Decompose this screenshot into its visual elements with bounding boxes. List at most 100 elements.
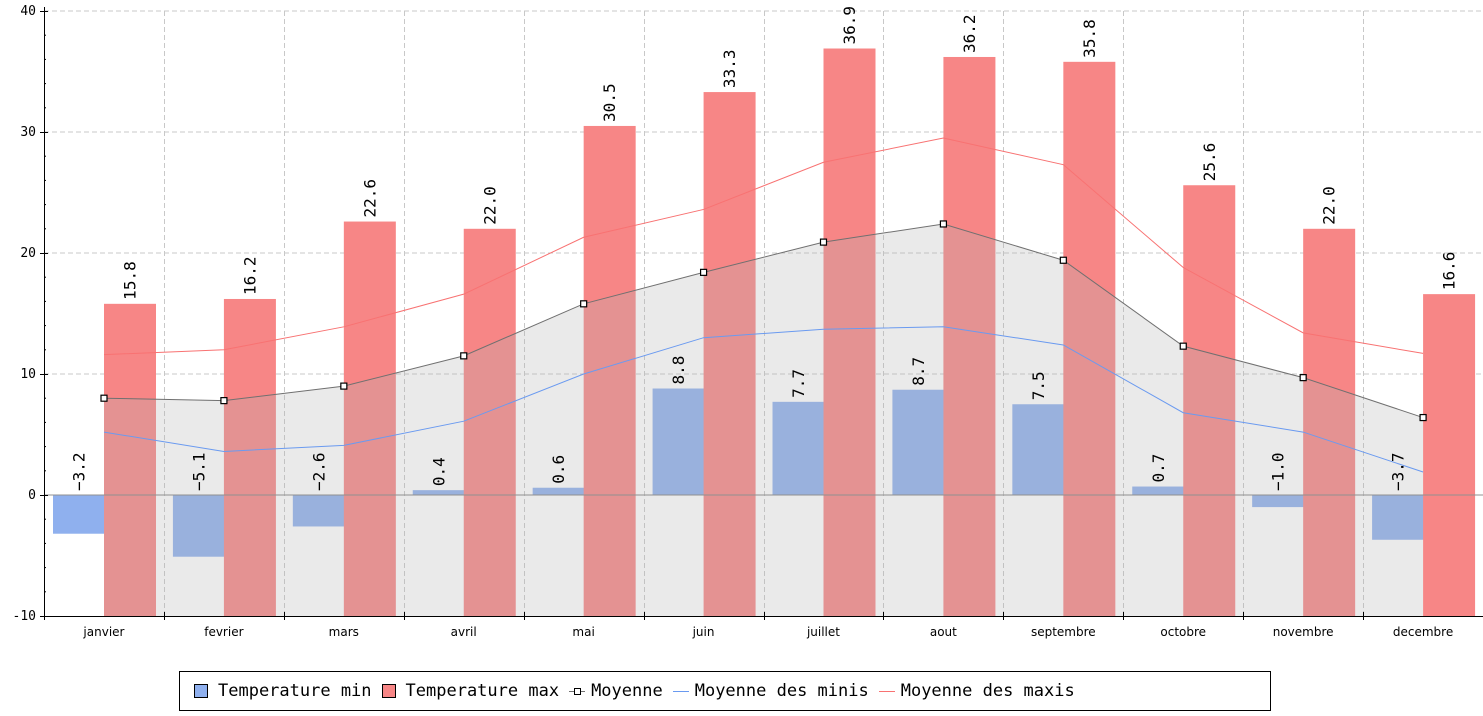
area-moyenne bbox=[104, 223, 1424, 616]
data-label-max: 22.6 bbox=[360, 179, 379, 218]
bar-min bbox=[1132, 486, 1185, 495]
marker-moyenne bbox=[819, 238, 828, 246]
legend-item-temperature-min: Temperature min bbox=[194, 681, 378, 701]
bar-max bbox=[1303, 228, 1356, 617]
bar-max bbox=[943, 56, 996, 617]
data-label-max: 22.0 bbox=[480, 186, 499, 225]
legend-label: Moyenne bbox=[591, 681, 663, 701]
data-label-max: 36.9 bbox=[840, 6, 859, 45]
data-label-min: −2.6 bbox=[309, 452, 328, 491]
data-label-min: 0.4 bbox=[429, 457, 448, 486]
bar-max bbox=[823, 48, 876, 616]
bar-min bbox=[172, 495, 225, 557]
data-label-max: 30.5 bbox=[600, 83, 619, 122]
chart-legend: Temperature min Temperature max Moyenne … bbox=[179, 671, 1271, 711]
marker-moyenne bbox=[340, 382, 348, 390]
legend-line-maxis bbox=[878, 686, 895, 696]
x-category-label: septembre bbox=[1031, 625, 1096, 639]
data-label-min: 8.7 bbox=[909, 357, 928, 386]
bar-max bbox=[703, 92, 756, 616]
bar-min bbox=[532, 487, 585, 495]
data-label-min: −3.7 bbox=[1389, 452, 1408, 491]
bar-min bbox=[1012, 404, 1065, 495]
legend-swatch-max bbox=[381, 684, 396, 698]
series-temperature-min bbox=[53, 388, 1425, 557]
data-label-max: 35.8 bbox=[1080, 19, 1099, 58]
legend-item-moyenne-minis: Moyenne des minis bbox=[672, 681, 875, 701]
data-label-min: −1.0 bbox=[1269, 452, 1288, 491]
marker-moyenne bbox=[1419, 413, 1427, 422]
line-moyenne-des-maxis bbox=[103, 137, 1424, 356]
markers-moyenne bbox=[100, 220, 1427, 422]
data-label-max: 15.8 bbox=[121, 261, 140, 300]
x-category-label: fevrier bbox=[204, 625, 243, 639]
bar-min bbox=[1372, 495, 1425, 540]
marker-moyenne bbox=[1299, 374, 1307, 382]
series-temperature-max bbox=[104, 48, 1476, 617]
bar-min bbox=[652, 388, 705, 495]
data-label-min: 7.7 bbox=[789, 369, 808, 398]
y-tick-label: 30 bbox=[20, 125, 36, 140]
bar-max bbox=[1063, 61, 1116, 616]
data-label-max: 25.6 bbox=[1200, 143, 1219, 182]
legend-line-minis bbox=[672, 686, 689, 696]
x-category-label: janvier bbox=[82, 625, 124, 639]
marker-moyenne bbox=[1179, 342, 1187, 350]
x-category-label: decembre bbox=[1393, 625, 1453, 639]
x-category-label: aout bbox=[930, 625, 957, 639]
marker-moyenne bbox=[220, 397, 228, 405]
y-tick-label: 0 bbox=[28, 488, 36, 503]
marker-moyenne bbox=[460, 352, 468, 360]
marker-moyenne bbox=[580, 300, 588, 308]
y-tick-label: 20 bbox=[20, 246, 36, 261]
data-label-min: 8.8 bbox=[669, 356, 688, 385]
data-label-min: 0.7 bbox=[1149, 454, 1168, 483]
bar-max bbox=[223, 298, 276, 616]
line-moyenne bbox=[103, 223, 1424, 419]
marker-moyenne bbox=[100, 394, 108, 402]
y-tick-label: 10 bbox=[20, 367, 36, 382]
data-label-min: −3.2 bbox=[70, 452, 89, 491]
legend-item-moyenne-maxis: Moyenne des maxis bbox=[878, 681, 1081, 701]
x-category-label: juillet bbox=[806, 625, 840, 639]
bar-max bbox=[104, 303, 156, 616]
marker-moyenne bbox=[1059, 256, 1067, 264]
bar-min bbox=[53, 495, 105, 534]
bar-min bbox=[1252, 495, 1305, 508]
line-moyenne-des-minis bbox=[103, 326, 1424, 473]
x-category-label: novembre bbox=[1273, 625, 1334, 639]
marker-moyenne bbox=[939, 220, 948, 228]
legend-swatch-min bbox=[194, 684, 208, 698]
x-category-label: octobre bbox=[1160, 625, 1206, 639]
legend-line-marker-moyenne bbox=[569, 686, 586, 696]
legend-label: Temperature max bbox=[405, 681, 560, 701]
data-label-min: 7.5 bbox=[1029, 371, 1048, 400]
data-label-max: 16.2 bbox=[240, 256, 259, 295]
bar-max bbox=[463, 228, 516, 617]
bar-min bbox=[772, 401, 825, 495]
data-label-max: 33.3 bbox=[720, 50, 739, 89]
bar-min bbox=[292, 495, 345, 527]
data-label-max: 16.6 bbox=[1440, 252, 1459, 291]
x-category-label: juin bbox=[692, 625, 715, 639]
legend-item-temperature-max: Temperature max bbox=[381, 681, 566, 701]
data-label-min: 0.6 bbox=[549, 455, 568, 484]
bar-max bbox=[1183, 185, 1236, 617]
x-category-label: mai bbox=[572, 625, 594, 639]
x-category-label: avril bbox=[451, 625, 477, 639]
bar-max bbox=[1423, 294, 1476, 616]
data-label-min: −5.1 bbox=[189, 452, 208, 491]
bar-min bbox=[412, 490, 465, 495]
bar-min bbox=[892, 389, 945, 495]
x-category-label: mars bbox=[329, 625, 359, 639]
bar-max bbox=[343, 221, 396, 617]
data-label-max: 22.0 bbox=[1320, 186, 1339, 225]
legend-label: Temperature min bbox=[218, 681, 372, 701]
y-tick-label: 40 bbox=[20, 4, 36, 19]
legend-item-moyenne: Moyenne bbox=[569, 681, 669, 701]
legend-label: Moyenne des maxis bbox=[900, 681, 1075, 701]
data-label-max: 36.2 bbox=[960, 14, 979, 53]
y-tick-label: -10 bbox=[13, 609, 36, 624]
marker-moyenne bbox=[699, 268, 708, 276]
